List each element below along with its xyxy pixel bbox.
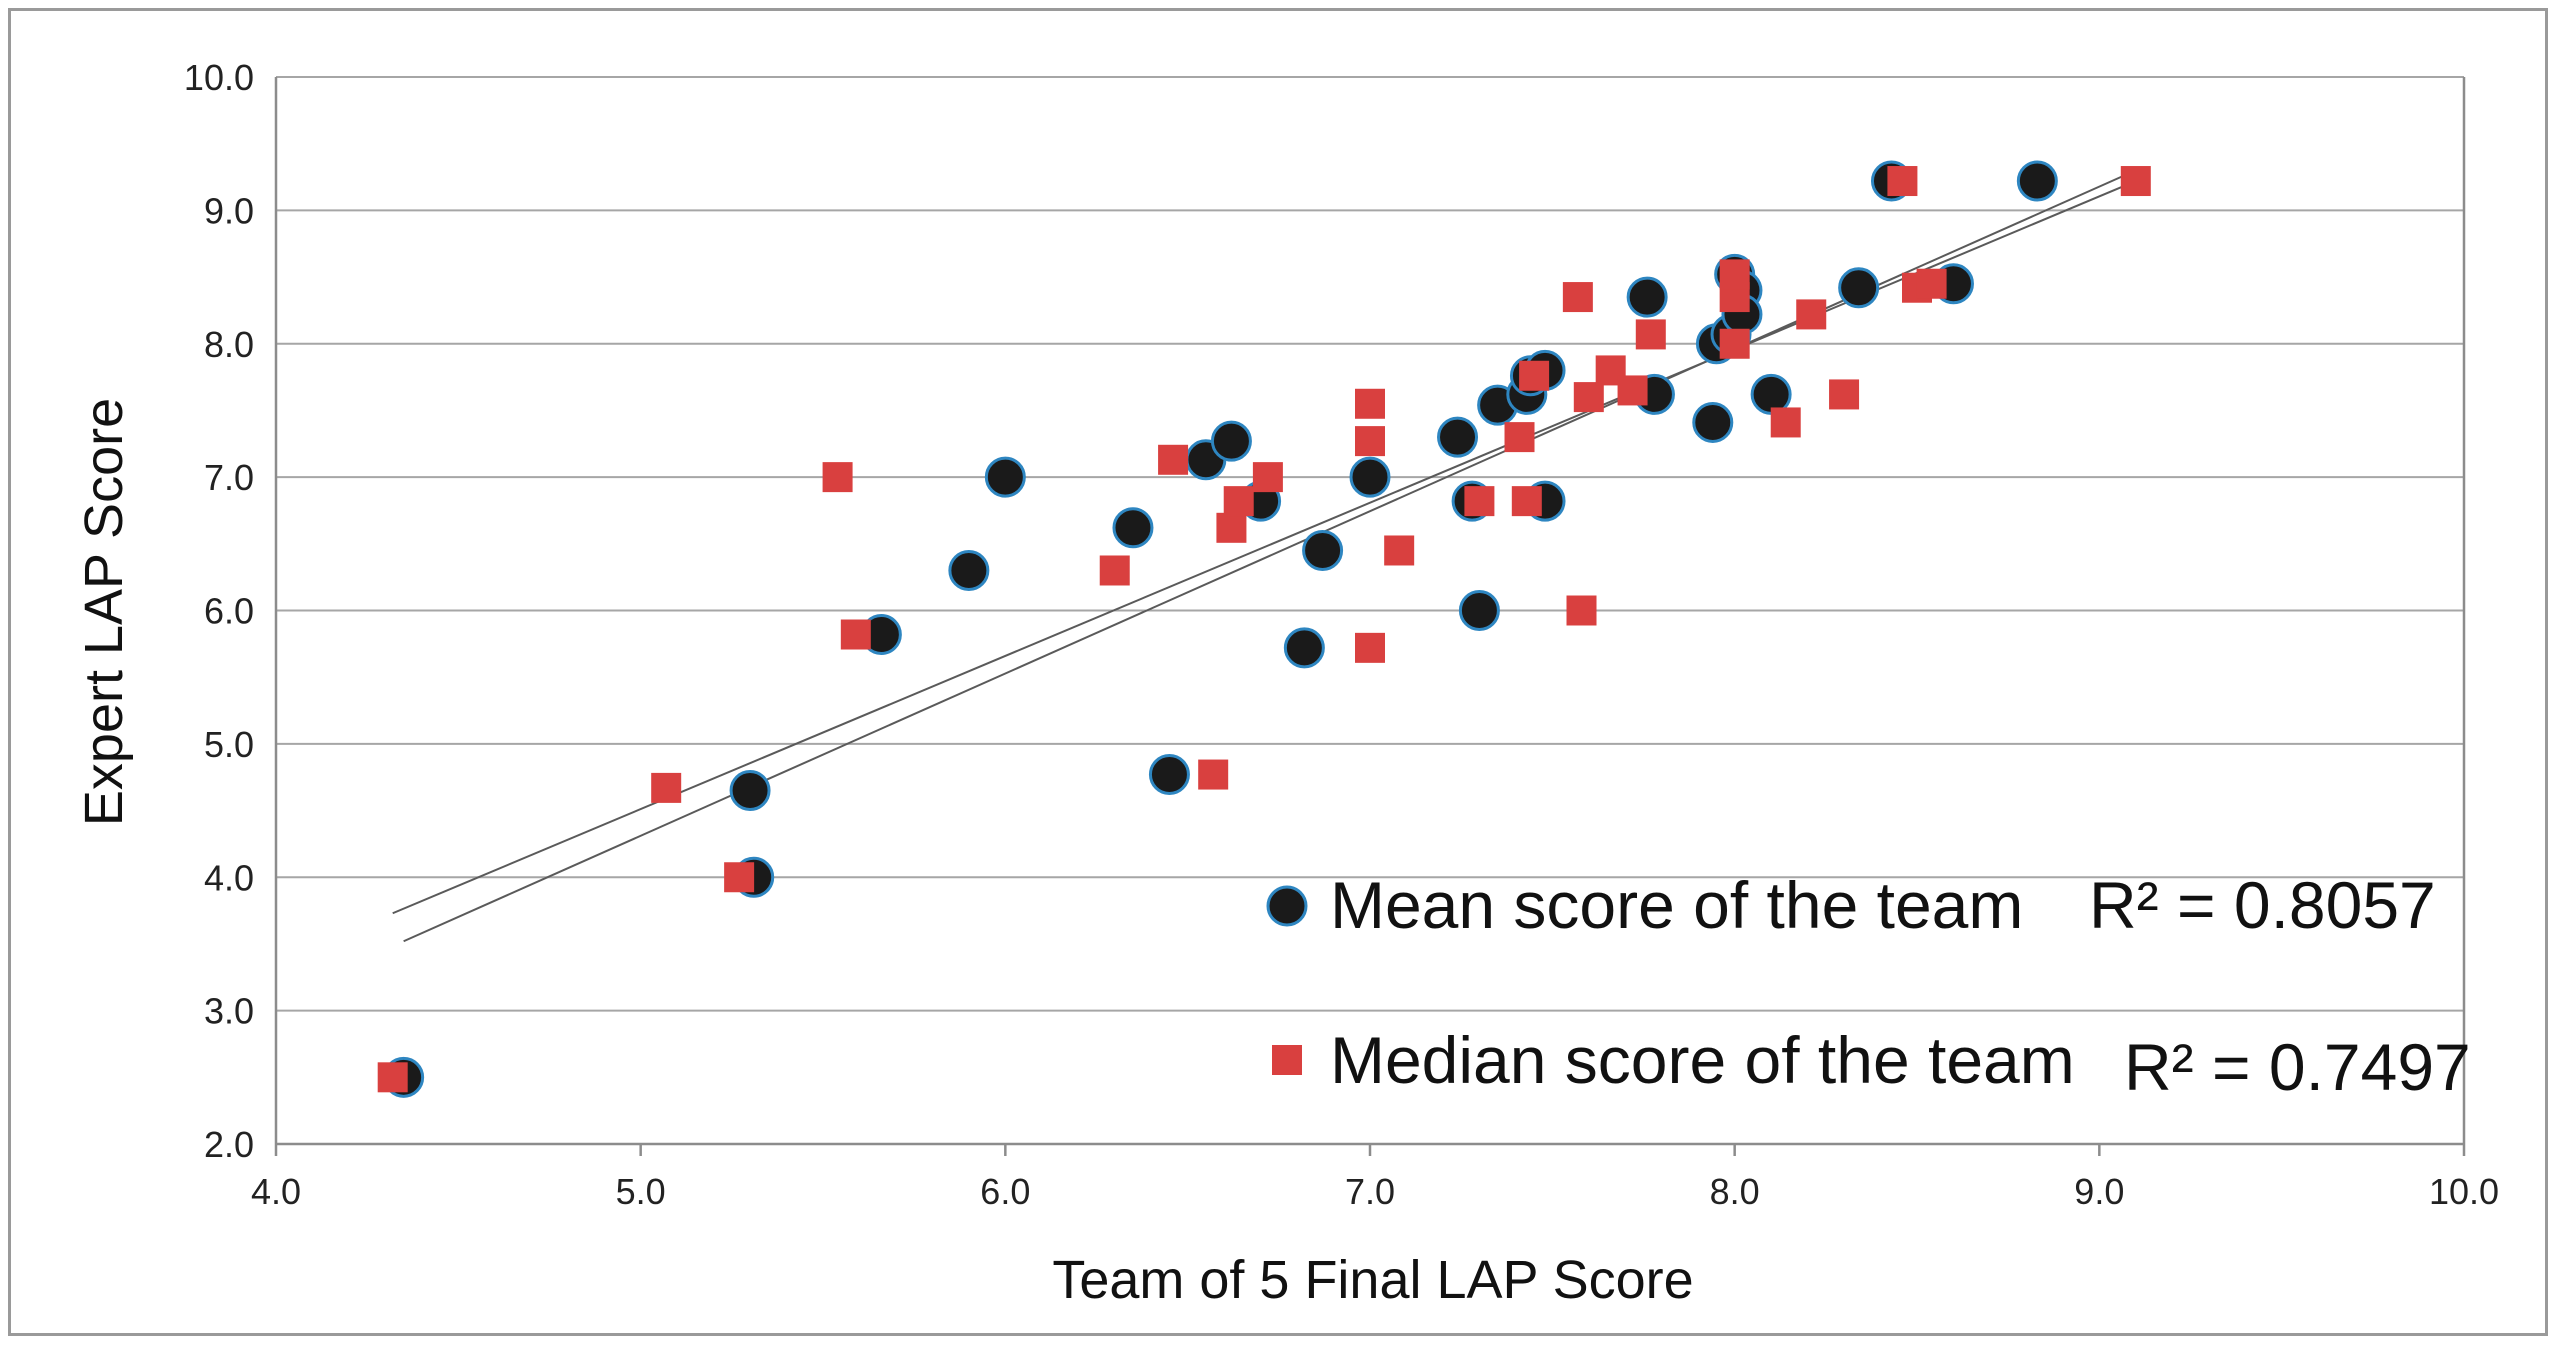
x-axis-title: Team of 5 Final LAP Score xyxy=(1052,1250,1693,1310)
median-point xyxy=(1198,759,1229,790)
chart-frame xyxy=(8,8,2548,1336)
median-point xyxy=(1719,328,1750,359)
y-tick-label: 8.0 xyxy=(204,324,254,365)
legend-mean-r2: R² = 0.8057 xyxy=(2089,868,2436,942)
y-tick-label: 7.0 xyxy=(204,457,254,498)
legend-mean-label: Mean score of the team xyxy=(1330,868,2023,942)
x-tick-labels: 4.0 5.0 6.0 7.0 8.0 9.0 10.0 xyxy=(251,1171,2499,1212)
legend-median-marker xyxy=(1272,1045,1302,1075)
x-tick-label: 5.0 xyxy=(616,1171,666,1212)
mean-point xyxy=(1148,754,1190,796)
median-point xyxy=(1562,282,1593,313)
median-point xyxy=(1511,486,1542,517)
legend: Mean score of the team R² = 0.8057 Media… xyxy=(1266,868,2471,1104)
median-point xyxy=(724,862,755,893)
median-point xyxy=(1384,535,1415,566)
median-point xyxy=(1216,512,1247,543)
median-point xyxy=(1355,388,1385,419)
x-tick-label: 6.0 xyxy=(980,1171,1030,1212)
y-tick-label: 3.0 xyxy=(204,991,254,1032)
median-point xyxy=(1158,444,1189,475)
mean-point xyxy=(1838,267,1880,309)
mean-point xyxy=(729,770,771,812)
median-point xyxy=(1355,426,1385,457)
median-point xyxy=(1566,595,1597,626)
data-markers xyxy=(377,160,2151,1098)
x-tick-label: 7.0 xyxy=(1345,1171,1395,1212)
median-point xyxy=(1223,486,1254,517)
y-tick-labels: 2.0 3.0 4.0 5.0 6.0 7.0 8.0 9.0 10.0 xyxy=(184,57,254,1165)
y-tick-label: 4.0 xyxy=(204,857,254,898)
median-point xyxy=(1719,259,1750,290)
x-tick-label: 9.0 xyxy=(2074,1171,2124,1212)
median-point xyxy=(1355,632,1385,663)
median-point xyxy=(1635,319,1666,350)
gridlines xyxy=(276,76,2464,1145)
median-point xyxy=(1617,375,1648,406)
mean-point xyxy=(1302,529,1344,571)
legend-median-label: Median score of the team xyxy=(1330,1023,2075,1097)
median-point xyxy=(822,462,853,493)
median-point xyxy=(377,1062,408,1093)
median-point xyxy=(1829,379,1860,410)
y-tick-label: 2.0 xyxy=(204,1124,254,1165)
median-point xyxy=(1770,407,1801,438)
x-tick-label: 10.0 xyxy=(2429,1171,2499,1212)
y-tick-label: 10.0 xyxy=(184,57,254,98)
median-point xyxy=(840,619,871,650)
median-point xyxy=(651,772,682,803)
median-point xyxy=(1796,299,1827,330)
legend-median-r2: R² = 0.7497 xyxy=(2124,1030,2471,1104)
mean-point xyxy=(2016,160,2058,202)
mean-point xyxy=(1349,456,1391,498)
mean-point xyxy=(1112,507,1154,549)
x-tick-label: 4.0 xyxy=(251,1171,301,1212)
median-point xyxy=(1099,555,1130,586)
legend-mean-marker xyxy=(1266,885,1308,927)
median-point xyxy=(1887,166,1918,197)
median-point xyxy=(1464,486,1495,517)
mean-point xyxy=(1283,627,1325,669)
mean-point xyxy=(1210,420,1252,462)
median-point xyxy=(1504,422,1535,453)
y-tick-label: 6.0 xyxy=(204,591,254,632)
y-axis-title: Expert LAP Score xyxy=(74,398,134,826)
mean-point xyxy=(1626,276,1668,318)
y-tick-label: 9.0 xyxy=(204,190,254,231)
median-point xyxy=(1573,382,1604,413)
mean-point xyxy=(1458,590,1500,631)
median-point xyxy=(1916,268,1947,299)
mean-point xyxy=(1437,416,1479,458)
x-tick-label: 8.0 xyxy=(1710,1171,1760,1212)
median-point xyxy=(2120,166,2151,197)
median-point xyxy=(1519,360,1550,391)
mean-point xyxy=(984,456,1026,498)
mean-point xyxy=(1692,401,1734,443)
mean-point xyxy=(948,549,990,591)
y-tick-label: 5.0 xyxy=(204,724,254,765)
median-point xyxy=(1252,462,1283,493)
axes xyxy=(274,77,2466,1156)
